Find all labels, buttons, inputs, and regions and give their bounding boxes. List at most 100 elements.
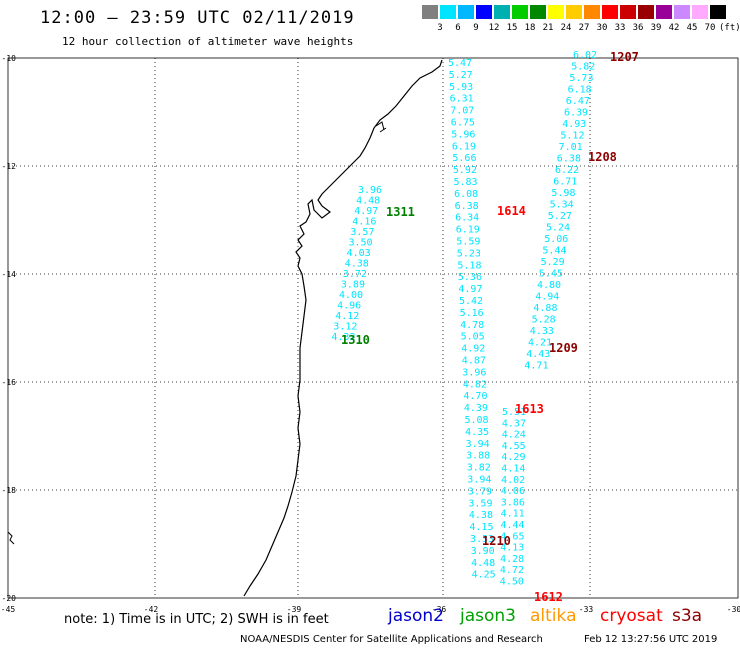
- wave-height-value: 4.32: [331, 332, 355, 343]
- wave-height-value: 4.78: [460, 320, 484, 331]
- scale-label-12: 39: [650, 23, 662, 33]
- wave-height-value: 5.06: [544, 234, 568, 245]
- scale-swatch-10: [602, 5, 618, 19]
- scale-swatch-13: [656, 5, 672, 19]
- wave-height-value: 3.96: [358, 185, 382, 196]
- wave-height-value: 6.31: [450, 94, 474, 105]
- lat-tick-label: -20: [2, 594, 17, 603]
- wave-height-value: 4.24: [502, 430, 526, 441]
- wave-height-value: 4.43: [526, 349, 550, 360]
- scale-label-15: 70: [704, 23, 716, 33]
- scale-label-8: 27: [578, 23, 590, 33]
- wave-height-value: 3.94: [466, 439, 490, 450]
- wave-height-value: 6.08: [454, 189, 478, 200]
- altimeter-tracks: 3.964.484.974.163.573.504.034.383.723.89…: [331, 50, 597, 588]
- scale-label-6: 21: [542, 23, 554, 33]
- lat-tick-label: -10: [2, 54, 17, 63]
- lon-tick-label: -36: [432, 605, 447, 614]
- pass-labels: 1207 1208 1209 1210 1311 1310 1614 1613 1612: [341, 50, 639, 604]
- lat-tick-label: -16: [2, 378, 17, 387]
- wave-height-value: 5.82: [571, 62, 595, 73]
- wave-height-value: 3.72: [343, 269, 367, 280]
- wave-height-value: 5.51: [502, 407, 526, 418]
- wave-height-value: 5.36: [458, 272, 482, 283]
- wave-height-value: 6.47: [566, 96, 590, 107]
- wave-height-value: 3.59: [468, 498, 492, 509]
- wave-height-value: 4.38: [345, 259, 369, 270]
- scale-swatch-7: [548, 5, 564, 19]
- wave-height-value: 3.79: [468, 486, 492, 497]
- wave-height-value: 6.71: [553, 177, 577, 188]
- wave-height-value: 5.92: [453, 165, 477, 176]
- wave-height-value: 4.72: [500, 565, 524, 576]
- scale-label-5: 18: [524, 23, 536, 33]
- wave-height-value: 6.34: [455, 213, 479, 224]
- wave-height-value: 3.50: [349, 238, 373, 249]
- wave-height-value: 5.23: [457, 248, 481, 259]
- wave-height-value: 6.39: [564, 108, 588, 119]
- wave-height-value: 4.48: [471, 558, 495, 569]
- wave-height-value: 5.66: [452, 153, 476, 164]
- wave-height-value: 4.15: [469, 522, 493, 533]
- map-grid: -45 -42 -39 -36 -33 -30 -10 -12 -14 -16 -18 -20: [1, 54, 740, 614]
- pass-label-1210: 1210: [482, 534, 511, 548]
- lon-tick-label: -33: [579, 605, 594, 614]
- wave-height-value: 4.38: [469, 510, 493, 521]
- wave-height-value: 4.16: [352, 217, 376, 228]
- wave-height-value: 5.16: [460, 308, 484, 319]
- wave-height-value: 5.08: [465, 415, 489, 426]
- pass-label-1614: 1614: [497, 204, 526, 218]
- scale-label-0: 3: [437, 23, 443, 33]
- scale-label-11: 36: [632, 23, 644, 33]
- wave-height-value: 4.65: [500, 531, 524, 542]
- scale-label-2: 9: [473, 23, 479, 33]
- wave-height-value: 4.97: [354, 206, 378, 217]
- wave-height-value: 5.34: [550, 200, 574, 211]
- wave-height-value: 3.82: [467, 463, 491, 474]
- pass-label-1209: 1209: [549, 341, 578, 355]
- lon-tick-label: -42: [144, 605, 159, 614]
- footer-credit: NOAA/NESDIS Center for Satellite Applica…: [240, 634, 543, 645]
- wave-height-value: 5.73: [569, 73, 593, 84]
- map-frame: [7, 57, 739, 599]
- pass-label-1208: 1208: [588, 150, 617, 164]
- wave-height-value: 7.07: [450, 106, 474, 117]
- scale-label-13: 42: [668, 23, 680, 33]
- wave-height-value: 4.02: [501, 475, 525, 486]
- scale-swatch-8: [566, 5, 582, 19]
- wave-height-value: 4.00: [339, 290, 363, 301]
- scale-swatch-5: [512, 5, 528, 19]
- wave-height-value: 4.70: [463, 391, 487, 402]
- scale-label-14: 45: [686, 23, 698, 33]
- wave-height-value: 5.96: [451, 129, 475, 140]
- wave-height-value: 5.05: [461, 332, 485, 343]
- wave-height-value: 3.12: [333, 322, 357, 333]
- wave-height-value: 5.83: [454, 177, 478, 188]
- coastline-island: [7, 531, 15, 545]
- wave-height-value: 4.37: [502, 418, 526, 429]
- wave-height-value: 4.11: [501, 509, 525, 520]
- wave-height-value: 4.21: [528, 338, 552, 349]
- scale-swatch-4: [494, 5, 510, 19]
- wave-height-value: 5.27: [548, 211, 572, 222]
- wave-height-value: 3.90: [471, 546, 495, 557]
- wave-height-value: 4.87: [462, 356, 486, 367]
- lat-tick-label: -14: [2, 270, 17, 279]
- wave-height-value: 4.82: [463, 379, 487, 390]
- wave-height-value: 4.93: [562, 119, 586, 130]
- wave-height-value: 6.38: [455, 201, 479, 212]
- pass-label-1613: 1613: [515, 402, 544, 416]
- legend-jason2: jason2: [388, 606, 444, 626]
- wave-height-value: 3.88: [466, 451, 490, 462]
- wave-height-value: 4.14: [501, 464, 525, 475]
- wave-height-value: 4.29: [501, 452, 525, 463]
- wave-height-value: 4.25: [472, 570, 496, 581]
- legend-cryosat: cryosat: [600, 606, 663, 626]
- wave-height-value: 4.55: [502, 441, 526, 452]
- wave-height-value: 4.92: [461, 344, 485, 355]
- scale-label-4: 15: [506, 23, 518, 33]
- scale-swatch-1: [440, 5, 456, 19]
- wave-height-value: 4.39: [464, 403, 488, 414]
